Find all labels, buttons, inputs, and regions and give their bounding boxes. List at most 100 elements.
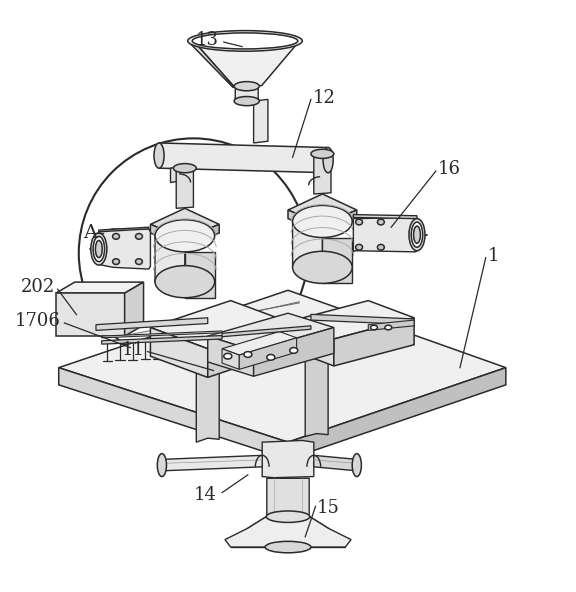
Ellipse shape — [135, 233, 142, 239]
Text: 1706: 1706 — [15, 312, 61, 330]
Polygon shape — [150, 224, 185, 247]
Polygon shape — [353, 215, 417, 218]
Ellipse shape — [93, 236, 105, 262]
Polygon shape — [314, 455, 357, 471]
Polygon shape — [159, 143, 328, 173]
Polygon shape — [311, 314, 414, 324]
Polygon shape — [222, 349, 239, 369]
Ellipse shape — [157, 453, 166, 477]
Polygon shape — [253, 99, 268, 143]
Polygon shape — [314, 154, 331, 194]
Ellipse shape — [266, 511, 310, 522]
Ellipse shape — [293, 205, 352, 237]
Polygon shape — [293, 221, 323, 284]
Polygon shape — [239, 338, 297, 369]
Polygon shape — [185, 252, 215, 298]
Polygon shape — [99, 229, 150, 269]
Ellipse shape — [377, 219, 384, 225]
Polygon shape — [191, 41, 234, 88]
Ellipse shape — [370, 325, 377, 330]
Polygon shape — [150, 327, 208, 377]
Ellipse shape — [355, 219, 362, 225]
Polygon shape — [267, 478, 309, 520]
Ellipse shape — [135, 259, 142, 265]
Polygon shape — [155, 236, 185, 298]
Polygon shape — [162, 455, 262, 471]
Text: 202: 202 — [21, 278, 55, 297]
Polygon shape — [99, 227, 149, 232]
Polygon shape — [208, 313, 334, 350]
Ellipse shape — [411, 222, 423, 247]
Polygon shape — [323, 237, 352, 284]
Polygon shape — [150, 301, 288, 349]
Text: 1: 1 — [487, 247, 499, 265]
Ellipse shape — [155, 266, 215, 298]
Polygon shape — [208, 322, 288, 377]
Polygon shape — [56, 293, 124, 336]
Polygon shape — [225, 517, 351, 547]
Ellipse shape — [173, 163, 196, 173]
Polygon shape — [59, 368, 288, 459]
Polygon shape — [222, 326, 311, 337]
Ellipse shape — [224, 353, 232, 359]
Polygon shape — [150, 208, 219, 239]
Ellipse shape — [290, 348, 298, 353]
Ellipse shape — [311, 149, 334, 159]
Polygon shape — [96, 318, 208, 330]
Ellipse shape — [355, 244, 362, 250]
Polygon shape — [266, 534, 310, 548]
Text: 14: 14 — [194, 486, 217, 504]
Ellipse shape — [244, 352, 252, 358]
Ellipse shape — [234, 82, 259, 91]
Polygon shape — [288, 210, 323, 233]
Polygon shape — [56, 282, 143, 293]
Polygon shape — [248, 528, 328, 534]
Ellipse shape — [96, 240, 103, 258]
Polygon shape — [102, 336, 222, 344]
Polygon shape — [102, 331, 222, 338]
Polygon shape — [314, 169, 327, 185]
Polygon shape — [222, 332, 297, 355]
Ellipse shape — [385, 325, 392, 330]
Ellipse shape — [323, 147, 333, 173]
Polygon shape — [208, 336, 253, 377]
Ellipse shape — [234, 96, 259, 106]
Ellipse shape — [265, 541, 311, 553]
Polygon shape — [196, 369, 219, 442]
Text: 12: 12 — [313, 89, 336, 107]
Polygon shape — [170, 165, 188, 182]
Ellipse shape — [154, 143, 164, 168]
Ellipse shape — [155, 220, 215, 252]
Polygon shape — [288, 194, 357, 224]
Ellipse shape — [192, 33, 298, 49]
Polygon shape — [305, 355, 328, 436]
Polygon shape — [253, 327, 334, 377]
Polygon shape — [235, 98, 258, 101]
Ellipse shape — [267, 355, 275, 360]
Polygon shape — [262, 440, 314, 478]
Polygon shape — [194, 41, 300, 87]
Ellipse shape — [293, 251, 352, 284]
Polygon shape — [288, 322, 334, 366]
Ellipse shape — [188, 31, 302, 52]
Ellipse shape — [414, 226, 420, 243]
Polygon shape — [185, 224, 219, 247]
Text: A: A — [84, 224, 97, 242]
Text: 15: 15 — [317, 499, 339, 517]
Polygon shape — [248, 517, 328, 534]
Ellipse shape — [91, 233, 107, 265]
Ellipse shape — [352, 453, 361, 477]
Polygon shape — [353, 217, 417, 252]
Polygon shape — [176, 168, 194, 208]
Polygon shape — [368, 320, 414, 330]
Polygon shape — [288, 301, 414, 339]
Polygon shape — [288, 368, 506, 459]
Text: 13: 13 — [196, 31, 219, 49]
Ellipse shape — [112, 233, 119, 239]
Ellipse shape — [409, 218, 425, 251]
Polygon shape — [334, 318, 414, 366]
Text: 11: 11 — [122, 341, 145, 359]
Polygon shape — [59, 290, 506, 442]
Ellipse shape — [377, 244, 384, 250]
Polygon shape — [124, 282, 143, 336]
